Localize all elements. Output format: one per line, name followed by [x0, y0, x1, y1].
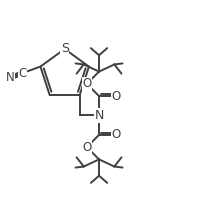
Text: N: N — [94, 109, 104, 122]
Text: O: O — [82, 141, 91, 154]
Text: C: C — [18, 67, 26, 80]
Text: O: O — [112, 90, 121, 103]
Text: O: O — [82, 77, 91, 90]
Text: N: N — [5, 71, 14, 84]
Text: O: O — [112, 128, 121, 141]
Text: S: S — [61, 42, 69, 55]
